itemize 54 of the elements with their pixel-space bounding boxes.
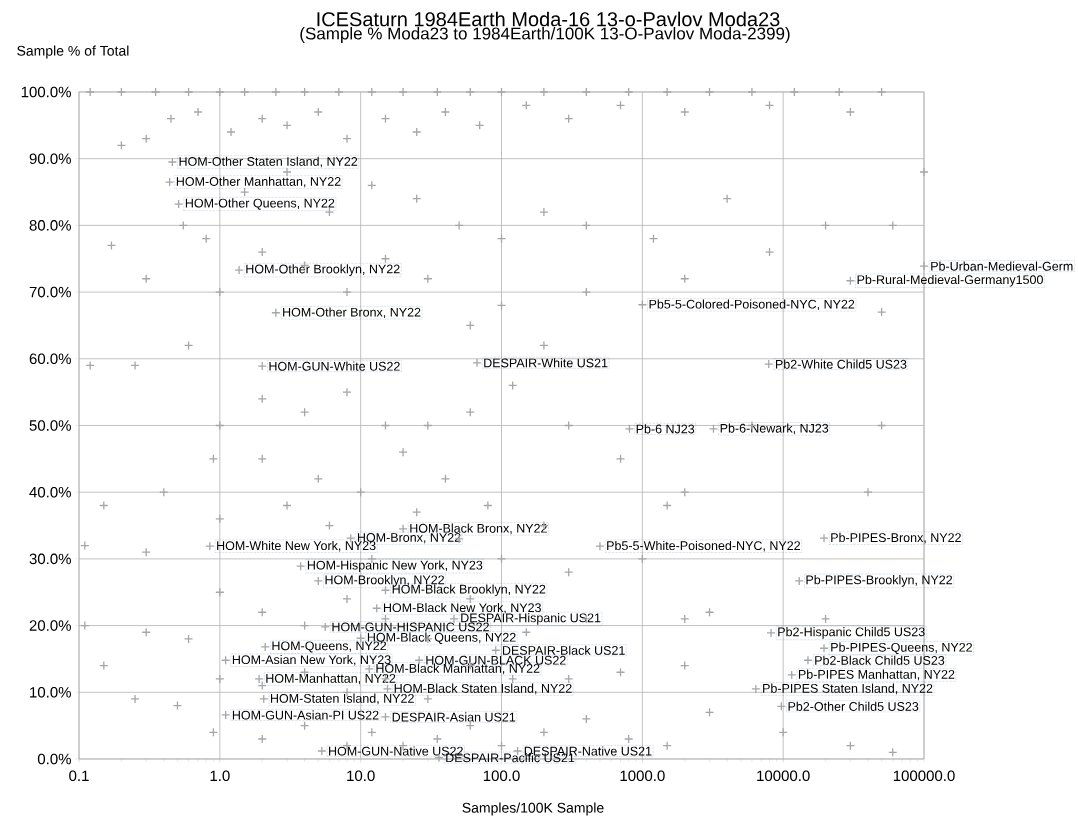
x-tick-label: 100.0 [483, 770, 520, 782]
annotation: Pb2-Black Child5 US23 [815, 655, 945, 665]
annotation: HOM-Black Staten Island, NY22 [394, 683, 572, 695]
annotation: Pb2-Hispanic Child5 US23 [778, 627, 925, 639]
chart-title: ICESaturn 1984Earth Moda-16 13-o-Pavlov Moda23 [317, 11, 780, 27]
x-tick-label: 1.0 [210, 770, 230, 782]
y-axis-title: Sample % of Total [17, 45, 129, 59]
annotation: Pb-PIPES-Brooklyn, NY22 [806, 575, 953, 587]
annotation: Pb2-Other Child5 US23 [788, 701, 919, 711]
y-tick-label: 60.0% [29, 353, 71, 365]
annotation: Pb-6 NJ23 [636, 424, 695, 434]
annotation: Pb5-5-Colored-Poisoned-NYC, NY22 [649, 299, 855, 311]
y-tick-label: 20.0% [29, 620, 71, 631]
annotation: HOM-Queens, NY22 [272, 641, 387, 653]
annotation: HOM-Staten Island, NY22 [270, 693, 414, 705]
annotation: Pb-PIPES Manhattan, NY22 [798, 669, 955, 681]
x-tick-label: 10000.0 [757, 770, 810, 782]
annotation: DESPAIR-White US21 [484, 358, 608, 368]
y-tick-label: 100.0% [21, 86, 71, 98]
chart-subtitle: (Sample % Moda23 to 1984Earth/100K 13-O-Pavlov Moda-2399) [300, 27, 790, 43]
annotation: HOM-GUN-White US22 [269, 361, 400, 371]
annotation: Pb-Rural-Medieval-Germany1500 [857, 274, 1043, 287]
annotation: Pb-Urban-Medieval-Germ [931, 261, 1073, 271]
annotation: HOM-Other Queens, NY22 [185, 198, 335, 210]
annotation: Pb-PIPES-Queens, NY22 [831, 642, 973, 654]
annotation: HOM-Manhattan, NY22 [266, 673, 396, 685]
annotation: Pb-PIPES Staten Island, NY22 [763, 683, 933, 695]
annotation: HOM-Other Bronx, NY22 [283, 307, 421, 319]
annotation: HOM-GUN-BLACK US22 [426, 655, 566, 665]
x-axis-title: Samples/100K Sample [462, 802, 604, 816]
annotation: HOM-Other Staten Island, NY22 [179, 156, 358, 168]
annotation: Pb-6-Newark, NJ23 [720, 423, 829, 435]
y-tick-label: 70.0% [29, 286, 71, 298]
annotation: HOM-Other Brooklyn, NY22 [246, 264, 400, 276]
x-tick-label: 1000.0 [620, 770, 665, 782]
y-tick-label: 80.0% [29, 220, 71, 231]
annotation: Pb-PIPES-Bronx, NY22 [831, 532, 961, 544]
annotation: DESPAIR-Asian US21 [392, 712, 516, 722]
y-tick-label: 90.0% [29, 153, 71, 164]
annotation: HOM-Hispanic New York, NY23 [307, 560, 483, 573]
annotation: DESPAIR-Black US21 [502, 645, 625, 655]
x-tick-label: 10.0 [347, 770, 375, 782]
annotation: HOM-GUN-Asian-PI US22 [232, 710, 379, 720]
x-tick-label: 100000.0 [893, 770, 955, 782]
annotation: HOM-Other Manhattan, NY22 [176, 176, 341, 188]
y-tick-label: 10.0% [30, 686, 71, 698]
y-tick-label: 0.0% [37, 753, 71, 765]
y-tick-label: 40.0% [29, 486, 71, 498]
annotation: Pb5-5-White-Poisoned-NYC, NY22 [607, 540, 801, 552]
annotation: Pb2-White Child5 US23 [775, 359, 907, 369]
annotation: HOM-Black New York, NY23 [383, 602, 541, 614]
y-tick-label: 50.0% [29, 420, 71, 431]
x-tick-label: 0.1 [69, 770, 89, 782]
y-tick-label: 30.0% [29, 553, 71, 565]
